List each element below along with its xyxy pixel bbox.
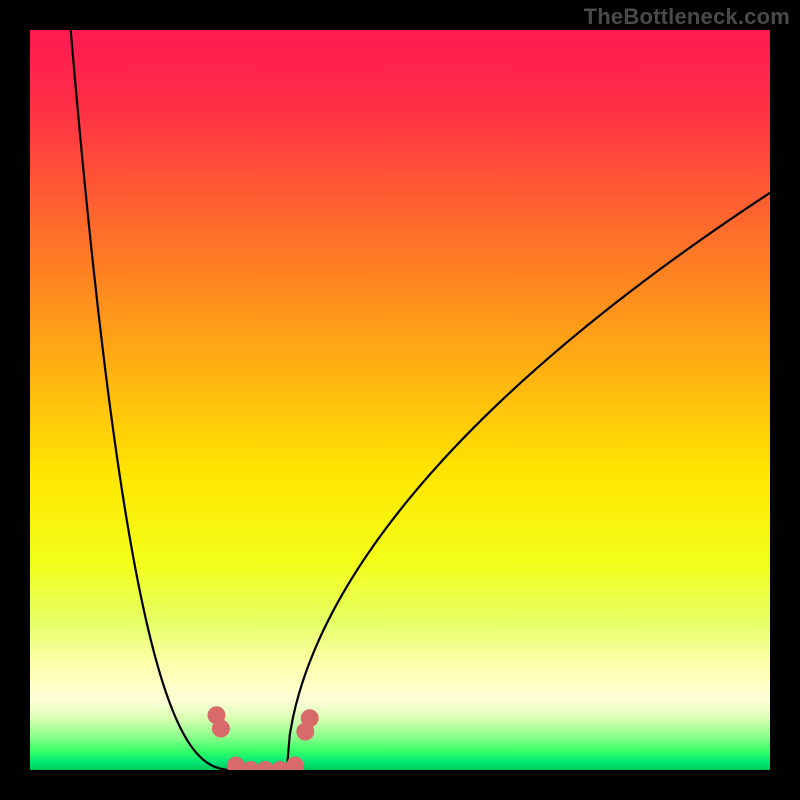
bottleneck-chart: TheBottleneck.com xyxy=(0,0,800,800)
chart-svg xyxy=(0,0,800,800)
floor-marker xyxy=(301,709,319,727)
floor-marker xyxy=(212,720,230,738)
plot-background xyxy=(30,30,770,770)
